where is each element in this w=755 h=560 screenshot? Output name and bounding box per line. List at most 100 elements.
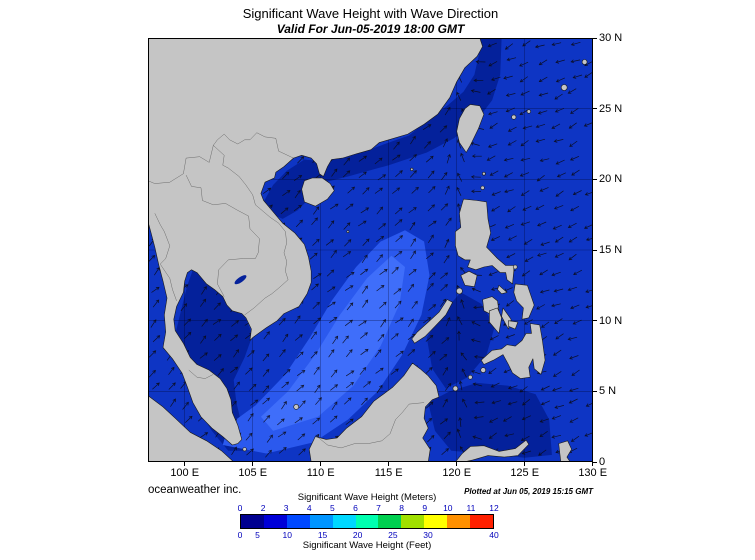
meters-tick-label: 12	[489, 503, 499, 513]
map-canvas	[148, 38, 593, 462]
wave-region-gulf-of-thailand	[175, 269, 253, 451]
landmass-halmahera	[558, 440, 572, 462]
latitude-tick	[593, 37, 597, 39]
country-border	[148, 145, 214, 184]
meters-tick-label: 3	[283, 503, 289, 513]
country-borders-layer	[148, 132, 425, 449]
legend-meters-ticks: 0 2 3 4 5 6 7 8 9 10 11 12	[237, 503, 499, 513]
country-border	[315, 402, 425, 449]
feet-tick-label: 5	[255, 530, 260, 540]
feet-tick-label: 40	[489, 530, 499, 540]
small-island	[467, 374, 473, 380]
legend-colorbar	[240, 514, 494, 529]
longitude-tick	[184, 462, 186, 466]
small-island	[482, 171, 486, 176]
landmass-mindoro	[460, 270, 478, 287]
country-border	[213, 132, 294, 159]
country-border	[213, 145, 289, 316]
meters-tick-label: 0	[237, 503, 243, 513]
colorbar-segment	[241, 515, 264, 528]
small-island	[560, 84, 568, 91]
small-island	[293, 404, 299, 410]
colorbar-segment	[263, 515, 287, 528]
colorbar-legend: Significant Wave Height (Meters) 0 2 3 4 5 6 7…	[237, 492, 499, 551]
small-island	[410, 167, 414, 171]
meters-tick-label: 8	[399, 503, 404, 513]
small-island	[512, 264, 518, 270]
latitude-tick	[593, 461, 597, 463]
legend-feet-ticks: 0 5 10 15 20 25 30 40	[237, 530, 499, 540]
small-island	[581, 59, 588, 65]
landmass-mindanao	[480, 323, 546, 379]
map-frame	[148, 38, 593, 462]
feet-tick-label: 30	[423, 530, 433, 540]
legend-meters-label: Significant Wave Height (Meters)	[297, 492, 437, 503]
longitude-tick	[388, 462, 390, 466]
latitude-tick	[593, 178, 597, 180]
longitude-tick	[456, 462, 458, 466]
feet-tick-label: 10	[282, 530, 292, 540]
chart-title: Significant Wave Height with Wave Direct…	[242, 6, 499, 21]
latitude-tick	[593, 108, 597, 110]
latitude-label: 0	[599, 456, 606, 468]
longitude-tick	[252, 462, 254, 466]
country-border	[185, 174, 260, 259]
longitude-tick	[320, 462, 322, 466]
longitude-label: 105 E	[238, 467, 268, 479]
credit-text: oceanweather inc.	[148, 484, 242, 496]
landmass-samar-leyte	[513, 283, 535, 320]
landmass-sumatra	[148, 395, 234, 462]
country-border	[217, 258, 256, 297]
wave-region-celebes-sea	[428, 382, 552, 458]
small-island	[452, 385, 459, 392]
longitude-label: 115 E	[374, 467, 403, 479]
longitude-label: 125 E	[510, 467, 540, 479]
small-island	[456, 287, 463, 295]
landmass-sulawesi	[455, 439, 530, 462]
chart-valid-time: Valid For Jun-05-2019 18:00 GMT	[276, 22, 465, 36]
small-island	[346, 230, 350, 234]
landmass-negros	[489, 307, 502, 334]
longitude-tick	[524, 462, 526, 466]
landmass-borneo	[308, 362, 440, 462]
longitude-label: 130 E	[578, 467, 608, 479]
meters-tick-label: 10	[443, 503, 453, 513]
landmass-bohol	[508, 320, 519, 330]
landmass-masbate	[497, 285, 508, 295]
feet-tick-label: 20	[352, 530, 363, 540]
meters-tick-label: 5	[329, 503, 335, 513]
country-border	[154, 213, 177, 301]
meters-tick-label: 4	[306, 503, 312, 513]
colorbar-segment	[378, 515, 402, 528]
land-layer	[148, 38, 588, 462]
longitude-tick	[592, 462, 594, 466]
latitude-tick	[593, 390, 597, 392]
colorbar-segment	[286, 515, 310, 528]
longitude-label: 100 E	[170, 467, 200, 479]
feet-tick-label: 0	[237, 530, 243, 540]
latitude-label: 10 N	[599, 314, 623, 327]
latitude-label: 5 N	[599, 385, 617, 398]
small-island	[526, 109, 531, 114]
latitude-label: 30 N	[599, 32, 623, 44]
feet-tick-label: 15	[317, 530, 328, 540]
landmass-taiwan	[456, 104, 485, 153]
country-border	[188, 369, 214, 379]
feet-tick-label: 25	[388, 530, 398, 540]
landmass-mainland-asia	[148, 38, 483, 446]
meters-tick-label: 9	[422, 503, 428, 513]
meters-tick-label: 2	[260, 503, 266, 513]
colorbar-segment	[401, 515, 425, 528]
map-layers	[148, 38, 593, 462]
header: Significant Wave Height with Wave Direct…	[148, 6, 593, 36]
landmass-luzon	[455, 198, 515, 285]
colorbar-segment	[332, 515, 356, 528]
small-island	[480, 367, 487, 373]
map-border	[148, 38, 593, 462]
legend-feet-label: Significant Wave Height (Feet)	[302, 540, 432, 551]
latitude-label: 25 N	[599, 102, 623, 115]
longitude-label: 110 E	[306, 467, 335, 479]
latitude-tick	[593, 320, 597, 322]
meters-tick-label: 7	[376, 503, 381, 513]
